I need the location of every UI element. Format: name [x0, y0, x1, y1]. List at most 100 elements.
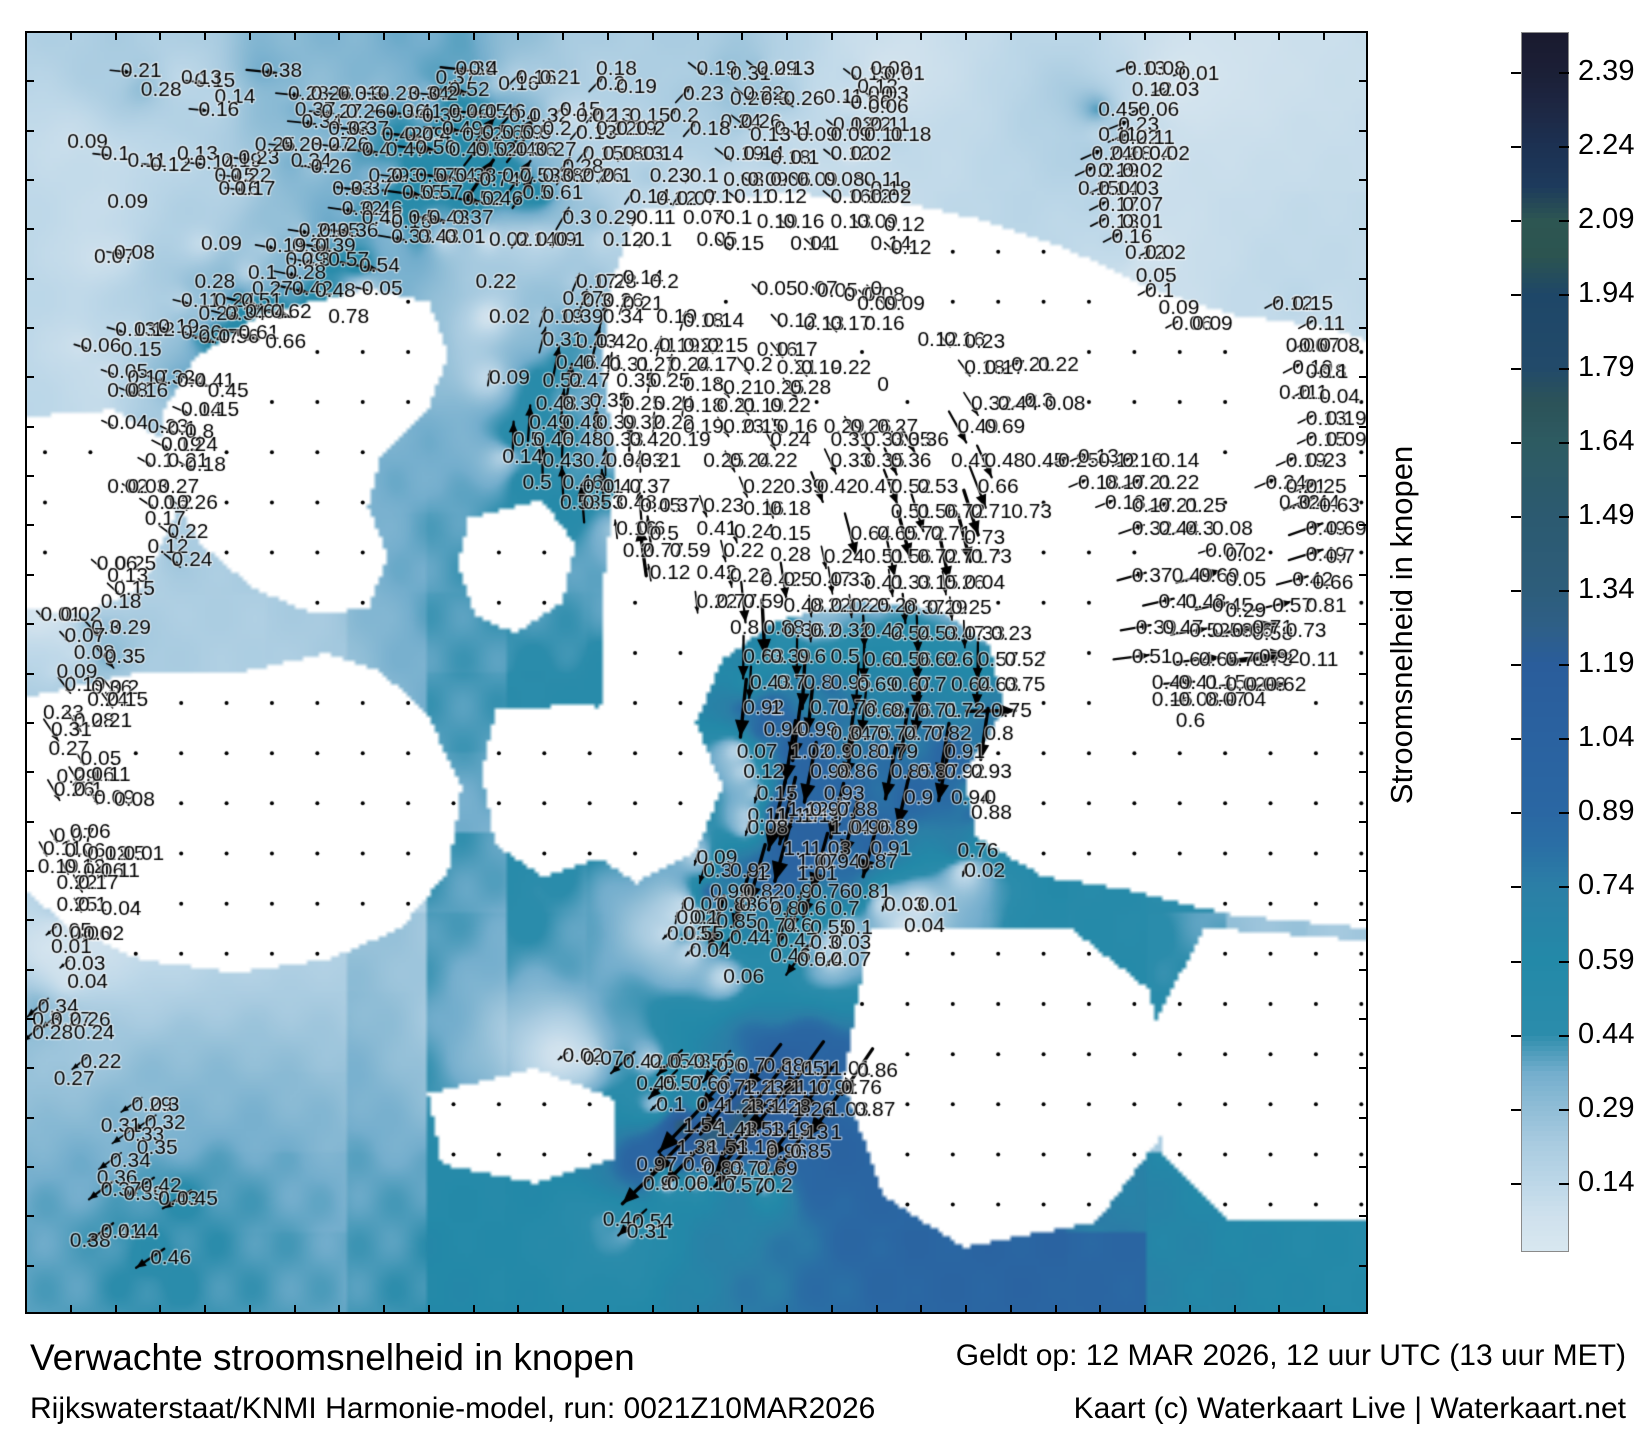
colorbar-segment	[1522, 317, 1568, 324]
colorbar-segment	[1522, 397, 1568, 404]
colorbar-tick-label: 1.19	[1578, 647, 1635, 680]
colorbar-segment	[1522, 671, 1568, 678]
colorbar-segment	[1522, 492, 1568, 498]
colorbar-segment	[1522, 1101, 1568, 1107]
colorbar-segment	[1522, 821, 1568, 828]
colorbar-segment	[1522, 342, 1568, 349]
current-speed-map[interactable]	[25, 31, 1368, 1314]
colorbar-segment	[1522, 612, 1568, 618]
colorbar-segment	[1522, 82, 1568, 89]
colorbar-segment	[1522, 751, 1568, 758]
colorbar-segment	[1522, 407, 1568, 414]
colorbar-segment	[1522, 272, 1568, 279]
colorbar-segment	[1522, 617, 1568, 623]
colorbar-segment	[1522, 676, 1568, 683]
colorbar-segment	[1522, 1221, 1568, 1227]
colorbar-tick	[1559, 1108, 1569, 1111]
colorbar-segment	[1522, 776, 1568, 783]
colorbar-speed[interactable]	[1521, 32, 1569, 1252]
colorbar-tick	[1511, 516, 1521, 519]
colorbar-segment	[1522, 801, 1568, 808]
colorbar-segment	[1522, 327, 1568, 334]
colorbar-tick	[1511, 1034, 1521, 1037]
colorbar-tick-label: 2.24	[1578, 128, 1635, 161]
colorbar-segment	[1522, 1001, 1568, 1008]
colorbar-tick	[1559, 738, 1569, 741]
colorbar-segment	[1522, 437, 1568, 444]
colorbar-segment	[1522, 122, 1568, 129]
colorbar-tick	[1511, 1182, 1521, 1185]
colorbar-segment	[1522, 721, 1568, 728]
colorbar-segment	[1522, 482, 1568, 488]
colorbar-segment	[1522, 557, 1568, 563]
colorbar-segment	[1522, 37, 1568, 44]
colorbar-segment	[1522, 202, 1568, 209]
model-run-caption: Rijkswaterstaat/KNMI Harmonie-model, run…	[30, 1392, 876, 1425]
colorbar-segment	[1522, 966, 1568, 973]
colorbar-segment	[1522, 497, 1568, 503]
colorbar-segment	[1522, 1081, 1568, 1087]
colorbar-segment	[1522, 1126, 1568, 1132]
colorbar-segment	[1522, 502, 1568, 508]
colorbar-segment	[1522, 197, 1568, 204]
colorbar-segment	[1522, 691, 1568, 698]
colorbar-segment	[1522, 661, 1568, 668]
colorbar-segment	[1522, 472, 1568, 478]
colorbar-segment	[1522, 487, 1568, 493]
colorbar-segment	[1522, 72, 1568, 79]
colorbar-segment	[1522, 92, 1568, 99]
colorbar-segment	[1522, 696, 1568, 703]
colorbar-segment	[1522, 716, 1568, 723]
colorbar-segment	[1522, 1036, 1568, 1043]
colorbar-tick-label: 0.14	[1578, 1165, 1635, 1198]
colorbar-segment	[1522, 512, 1568, 518]
colorbar-segment	[1522, 1091, 1568, 1097]
colorbar-segment	[1522, 87, 1568, 94]
colorbar-segment	[1522, 1176, 1568, 1182]
colorbar-segment	[1522, 297, 1568, 304]
colorbar-segment	[1522, 666, 1568, 673]
colorbar-tick	[1511, 367, 1521, 370]
colorbar-segment	[1522, 846, 1568, 853]
colorbar-segment	[1522, 786, 1568, 793]
colorbar-tick-label: 1.94	[1578, 276, 1635, 309]
colorbar-segment	[1522, 921, 1568, 928]
colorbar-segment	[1522, 831, 1568, 838]
colorbar-segment	[1522, 152, 1568, 159]
colorbar-segment	[1522, 632, 1568, 638]
colorbar-segment	[1522, 951, 1568, 958]
colorbar-segment	[1522, 1211, 1568, 1217]
colorbar-segment	[1522, 876, 1568, 883]
colorbar-segment	[1522, 357, 1568, 364]
colorbar-segment	[1522, 931, 1568, 938]
colorbar-segment	[1522, 97, 1568, 104]
colorbar-segment	[1522, 681, 1568, 688]
colorbar-segment	[1522, 1206, 1568, 1212]
colorbar-tick	[1511, 738, 1521, 741]
colorbar-tick-label: 1.04	[1578, 721, 1635, 754]
colorbar-segment	[1522, 1131, 1568, 1137]
colorbar-segment	[1522, 537, 1568, 543]
colorbar-segment	[1522, 147, 1568, 154]
colorbar-segment	[1522, 946, 1568, 953]
colorbar-segment	[1522, 706, 1568, 713]
colorbar-segment	[1522, 656, 1568, 663]
colorbar-segment	[1522, 956, 1568, 963]
colorbar-segment	[1522, 976, 1568, 983]
colorbar-segment	[1522, 62, 1568, 69]
colorbar-segment	[1522, 362, 1568, 369]
colorbar-segment	[1522, 1156, 1568, 1162]
colorbar-segment	[1522, 1086, 1568, 1092]
colorbar-segment	[1522, 162, 1568, 169]
colorbar-segment	[1522, 1136, 1568, 1142]
colorbar-segment	[1522, 217, 1568, 224]
colorbar-segment	[1522, 572, 1568, 578]
colorbar-segment	[1522, 562, 1568, 568]
colorbar-tick	[1511, 1108, 1521, 1111]
colorbar-segment	[1522, 1166, 1568, 1172]
valid-time-caption: Geldt op: 12 MAR 2026, 12 uur UTC (13 uu…	[955, 1339, 1626, 1372]
colorbar-segment	[1522, 991, 1568, 998]
colorbar-segment	[1522, 886, 1568, 893]
colorbar-segment	[1522, 1066, 1568, 1072]
colorbar-segment	[1522, 462, 1568, 468]
